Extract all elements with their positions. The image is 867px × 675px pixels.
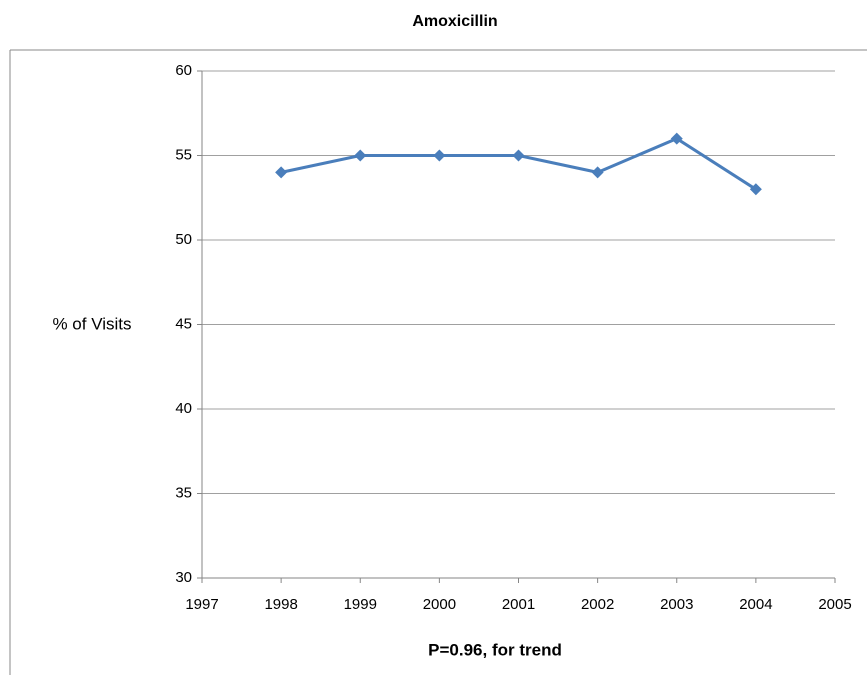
marker: [275, 166, 288, 179]
y-tick-label: 30: [175, 569, 192, 586]
marker: [354, 149, 367, 162]
x-tick-label: 2000: [423, 596, 456, 613]
chart-title: Amoxicillin: [412, 13, 497, 30]
y-axis-label: % of Visits: [52, 314, 131, 333]
x-tick-label: 2005: [818, 596, 851, 613]
marker: [512, 149, 525, 162]
x-tick-label: 2002: [581, 596, 614, 613]
x-tick-label: 1999: [344, 596, 377, 613]
x-axis-label: P=0.96, for trend: [428, 640, 562, 659]
x-tick-label: 1997: [185, 596, 218, 613]
marker: [749, 183, 762, 196]
marker: [670, 132, 683, 145]
x-tick-label: 2001: [502, 596, 535, 613]
x-tick-label: 1998: [264, 596, 297, 613]
y-tick-label: 55: [175, 146, 192, 163]
y-tick-label: 45: [175, 315, 192, 332]
y-tick-label: 35: [175, 484, 192, 501]
line: [280, 136, 757, 191]
y-tick-label: 50: [175, 231, 192, 248]
y-tick-label: 60: [175, 62, 192, 79]
x-tick-label: 2004: [739, 596, 772, 613]
marker: [591, 166, 604, 179]
y-tick-label: 40: [175, 400, 192, 417]
marker: [433, 149, 446, 162]
x-tick-label: 2003: [660, 596, 693, 613]
